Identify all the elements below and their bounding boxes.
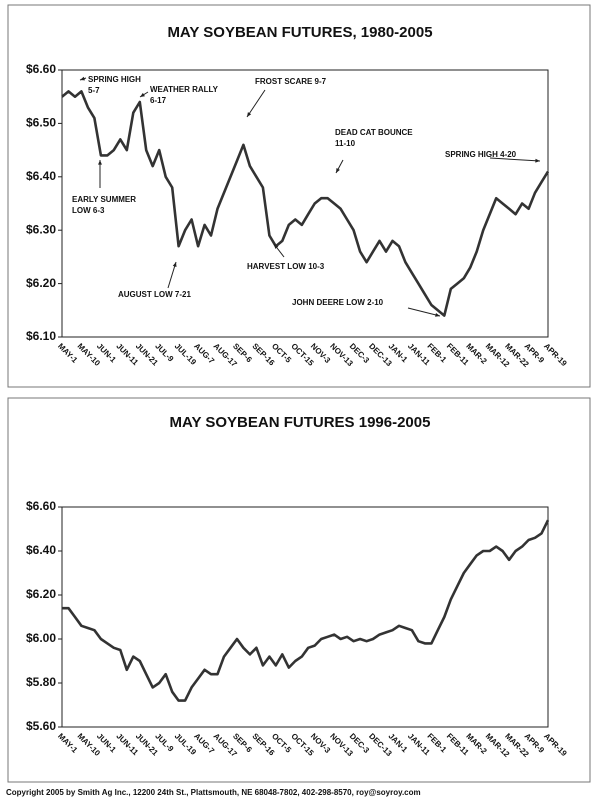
x-tick-label: MAY-1 xyxy=(56,342,80,366)
annotation: 5-7 xyxy=(88,86,100,95)
annotation: LOW 6-3 xyxy=(72,206,105,215)
y-tick-label: $6.10 xyxy=(26,329,56,343)
y-tick-label: $5.60 xyxy=(26,719,56,733)
y-tick-label: $6.30 xyxy=(26,222,56,236)
arrow-head xyxy=(172,262,177,267)
y-tick-label: $6.20 xyxy=(26,587,56,601)
annotation: EARLY SUMMER xyxy=(72,195,136,204)
x-tick-label: APR-19 xyxy=(542,342,569,369)
annotation: AUGUST LOW 7-21 xyxy=(118,290,191,299)
chart-frame xyxy=(7,397,591,783)
arrow-head xyxy=(336,168,340,173)
plot-area xyxy=(61,69,549,338)
chart-title: MAY SOYBEAN FUTURES 1996-2005 xyxy=(170,414,431,431)
footer: Copyright 2005 by Smith Ag Inc., 12200 2… xyxy=(6,788,421,797)
arrow-head xyxy=(80,76,85,81)
y-tick-label: $5.80 xyxy=(26,675,56,689)
y-tick-label: $6.20 xyxy=(26,276,56,290)
chart-title: MAY SOYBEAN FUTURES, 1980-2005 xyxy=(167,24,432,41)
annotation: 6-17 xyxy=(150,96,167,105)
y-tick-label: $6.40 xyxy=(26,543,56,557)
plot-area xyxy=(61,506,549,728)
price-line xyxy=(62,519,550,702)
y-tick-label: $6.40 xyxy=(26,169,56,183)
arrow-head xyxy=(247,112,252,117)
arrow-head xyxy=(274,244,279,249)
annotation: SPRING HIGH 4-20 xyxy=(445,150,517,159)
y-tick-label: $6.60 xyxy=(26,62,56,76)
annotation: FROST SCARE 9-7 xyxy=(255,77,327,86)
price-line xyxy=(61,90,550,317)
y-tick-label: $6.60 xyxy=(26,499,56,513)
arrow-head xyxy=(98,160,102,165)
y-tick-label: $6.50 xyxy=(26,116,56,130)
annotation: SPRING HIGH xyxy=(88,75,141,84)
arrow xyxy=(489,157,541,162)
annotation: 11-10 xyxy=(335,139,356,148)
annotation: DEAD CAT BOUNCE xyxy=(335,128,413,137)
arrow-head xyxy=(535,158,540,163)
arrow-head xyxy=(435,312,440,317)
x-tick-label: APR-19 xyxy=(542,732,569,759)
annotation: JOHN DEERE LOW 2-10 xyxy=(292,298,384,307)
y-tick-label: $6.00 xyxy=(26,631,56,645)
annotation: WEATHER RALLY xyxy=(150,85,219,94)
arrow xyxy=(246,89,266,118)
chart-frame xyxy=(7,4,591,388)
arrow-head xyxy=(140,92,145,97)
x-tick-label: MAY-1 xyxy=(56,732,80,756)
annotation: HARVEST LOW 10-3 xyxy=(247,262,325,271)
arrow xyxy=(407,307,441,317)
